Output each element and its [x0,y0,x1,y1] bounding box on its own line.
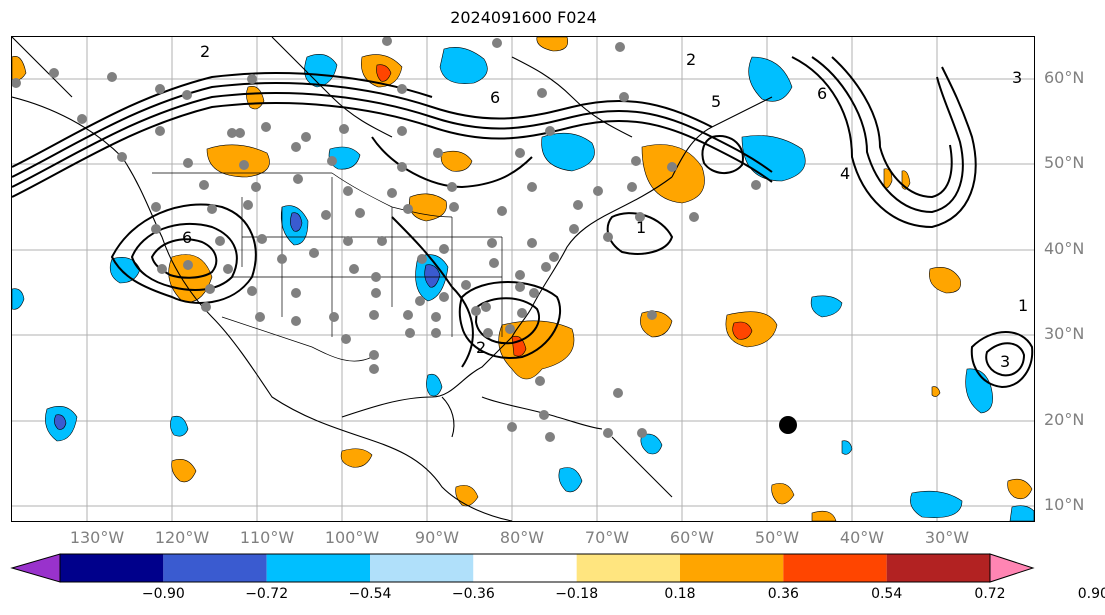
contour-label: 3 [1012,68,1022,87]
figure-title: 2024091600 F024 [450,8,597,27]
colorbar-tick-label: 0.72 [974,586,1006,602]
colorbar-tick-label: 0.54 [871,586,903,602]
contour-label: 2 [686,50,696,69]
colorbar-tick-label: 0.90 [1077,586,1105,602]
negative-anomaly-regions [12,47,1034,521]
lat-label: 60°N [1044,68,1085,87]
colorbar-segment [576,554,680,582]
colorbar-tick-label: −0.72 [245,586,289,602]
colorbar-tick-label: −0.90 [141,586,185,602]
lon-label: 50°W [754,528,800,547]
country-borders [152,172,503,362]
lat-label: 30°N [1044,324,1085,343]
lat-label: 40°N [1044,239,1085,258]
contour-label: 2 [476,338,486,357]
contour-label: 4 [840,164,850,183]
colorbar-segment [473,554,577,582]
lon-label: 40°W [839,528,885,547]
lat-label: 20°N [1044,410,1085,429]
colorbar-tick-label: 0.36 [767,586,799,602]
colorbar-extend-max [989,553,1035,583]
contour-label: 1 [1018,296,1028,315]
lon-label: 120°W [154,528,210,547]
colorbar-segment [680,554,784,582]
colorbar-tick-label: −0.36 [451,586,495,602]
contour-label: 6 [182,228,192,247]
colorbar-tick-label: −0.54 [348,586,392,602]
contour-label-group: 2 6 5 6 3 4 1 6 2 1 2 3 [182,42,1028,371]
height-contours [12,56,1034,389]
lon-label: 90°W [414,528,460,547]
colorbar-tick-label: −0.18 [555,586,599,602]
colorbar [10,553,1035,583]
lon-label: 100°W [324,528,380,547]
lon-label: 80°W [499,528,545,547]
contour-label: 6 [490,88,500,107]
station-dots [12,37,761,442]
lon-label: 110°W [239,528,295,547]
lat-label: 10°N [1044,495,1085,514]
colorbar-segment [60,554,164,582]
lon-label: 130°W [69,528,125,547]
contour-label: 3 [1000,352,1010,371]
colorbar-segment [266,554,370,582]
colorbar-tick-label: 0.18 [664,586,696,602]
colorbar-extend-min [10,553,61,583]
map-panel[interactable]: 2 6 5 6 3 4 1 6 2 1 2 3 [11,36,1035,522]
lat-label: 50°N [1044,153,1085,172]
lon-label: 30°W [924,528,970,547]
colorbar-segment [370,554,474,582]
colorbar-segment [886,554,990,582]
lon-label: 70°W [584,528,630,547]
storm-center-marker [779,416,797,434]
contour-label: 1 [636,218,646,237]
map-canvas: 2 6 5 6 3 4 1 6 2 1 2 3 [12,37,1034,521]
coastlines [12,37,773,521]
lon-label: 60°W [669,528,715,547]
contour-label: 6 [817,84,827,103]
colorbar-segment [163,554,267,582]
contour-label: 5 [711,92,721,111]
contour-label: 2 [200,42,210,61]
colorbar-segment [783,554,887,582]
